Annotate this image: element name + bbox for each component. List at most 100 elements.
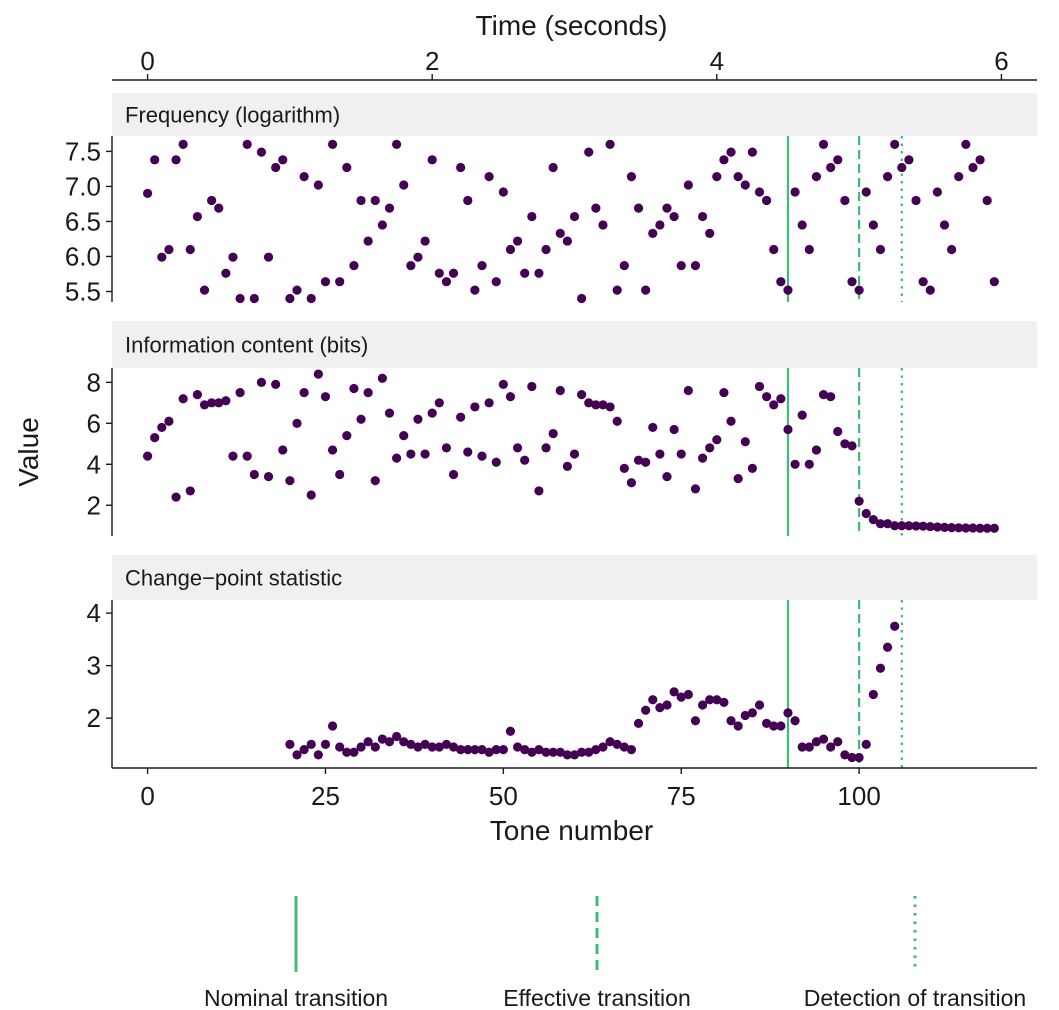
data-point	[534, 268, 544, 278]
data-point	[541, 443, 551, 453]
data-point	[199, 400, 210, 410]
panel-title: Information content (bits)	[125, 333, 368, 358]
data-point	[719, 155, 729, 165]
data-point	[271, 162, 281, 173]
data-point	[911, 521, 921, 531]
data-point	[605, 737, 615, 747]
data-point	[427, 742, 437, 752]
data-point	[342, 747, 352, 757]
data-point	[285, 293, 295, 304]
data-point	[641, 457, 651, 467]
data-point	[313, 750, 323, 760]
data-point	[904, 155, 914, 165]
data-point	[555, 747, 565, 757]
legend-label: Nominal transition	[204, 985, 388, 1010]
data-point	[954, 523, 964, 533]
data-point	[868, 515, 878, 525]
data-point	[299, 745, 309, 755]
data-point	[491, 457, 501, 467]
data-point	[733, 721, 743, 731]
y-axis-tick-label: 6.5	[65, 206, 101, 236]
data-point	[584, 147, 594, 157]
data-point	[598, 742, 608, 752]
data-point	[562, 236, 572, 246]
data-point	[882, 519, 893, 529]
data-point	[861, 508, 871, 519]
data-point	[918, 521, 928, 531]
x-axis-tick-label: 25	[311, 781, 340, 811]
data-point	[569, 750, 580, 760]
x-axis-tick-label: 100	[837, 781, 880, 811]
data-point	[498, 187, 508, 197]
data-point	[207, 398, 217, 408]
data-point	[890, 139, 900, 150]
data-point	[498, 745, 508, 755]
data-point	[484, 747, 494, 757]
data-point	[811, 172, 822, 182]
data-point	[463, 195, 473, 206]
data-point	[470, 285, 480, 295]
data-point	[470, 745, 480, 755]
data-point	[932, 522, 942, 532]
data-point	[271, 379, 281, 389]
data-point	[662, 471, 672, 482]
data-point	[769, 721, 779, 731]
data-point	[655, 703, 665, 713]
data-point	[804, 742, 814, 752]
data-point	[448, 268, 459, 278]
data-point	[705, 228, 715, 238]
data-point	[697, 453, 708, 463]
data-point	[662, 700, 672, 710]
data-point	[427, 155, 437, 165]
data-point	[826, 392, 836, 402]
data-point	[406, 260, 416, 271]
data-point	[968, 162, 978, 173]
data-point	[278, 155, 288, 165]
data-point	[697, 211, 708, 222]
data-point	[420, 449, 430, 459]
data-point	[349, 747, 359, 757]
data-point	[207, 195, 217, 206]
data-point	[712, 172, 722, 182]
data-point	[655, 220, 665, 230]
y-axis-tick-label: 3	[87, 651, 101, 681]
data-point	[982, 195, 992, 206]
data-point	[306, 490, 316, 500]
data-point	[370, 476, 380, 486]
data-point	[875, 663, 886, 673]
data-point	[363, 387, 373, 398]
data-point	[541, 244, 551, 255]
data-point	[370, 195, 380, 206]
data-point	[520, 745, 530, 755]
data-point	[463, 745, 473, 755]
data-point	[335, 277, 345, 287]
data-point	[164, 244, 174, 255]
data-point	[818, 390, 829, 400]
data-point	[633, 203, 644, 213]
data-point	[783, 285, 793, 295]
data-point	[769, 400, 779, 410]
data-point	[804, 244, 814, 255]
data-point	[263, 252, 274, 262]
data-point	[890, 521, 900, 531]
y-axis-tick-label: 7.0	[65, 171, 101, 201]
data-point	[299, 172, 309, 182]
panel-strip	[112, 321, 1037, 368]
data-point	[626, 745, 637, 755]
data-point	[911, 195, 921, 206]
data-point	[214, 398, 224, 408]
data-point	[349, 260, 359, 271]
data-point	[897, 162, 907, 173]
data-point	[932, 187, 942, 197]
data-point	[150, 155, 160, 165]
y-axis-tick-label: 7.5	[65, 136, 101, 166]
x-axis-tick-label: 75	[667, 781, 696, 811]
data-point	[228, 252, 238, 262]
data-point	[847, 441, 857, 451]
data-point	[584, 398, 594, 408]
data-point	[776, 277, 786, 287]
data-point	[655, 449, 665, 459]
data-point	[548, 747, 558, 757]
data-point	[797, 220, 807, 230]
